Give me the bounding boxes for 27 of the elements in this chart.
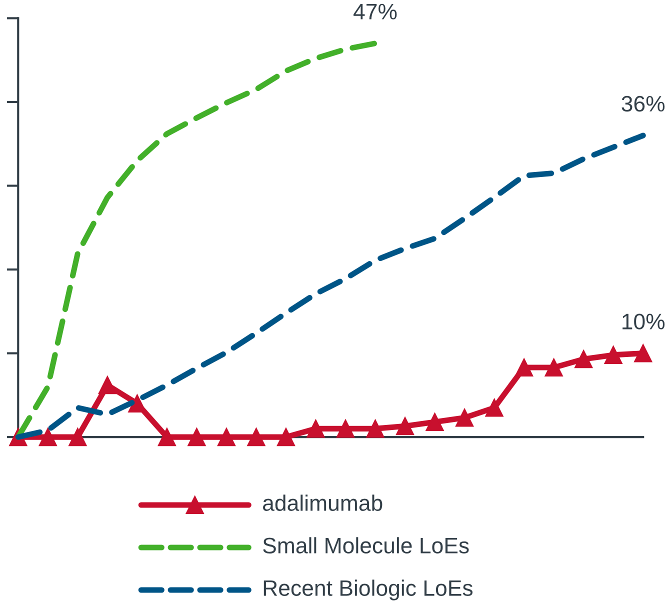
legend-label: Recent Biologic LoEs [264,580,473,600]
point [306,420,325,438]
point [426,412,444,431]
point [98,376,116,394]
point [158,428,176,446]
point [276,428,296,446]
point [336,420,355,438]
point [247,428,266,446]
point [574,350,593,368]
point [128,394,146,413]
legend-label: adalimumab [263,494,382,511]
point [544,358,563,377]
point [68,428,87,446]
point [396,417,414,436]
point [188,428,206,446]
point [38,428,57,446]
data-label: 47% [354,4,397,20]
point [366,420,384,438]
data-label: 36% [622,96,665,112]
point [456,408,474,427]
point [485,398,504,417]
point [515,358,534,377]
legend-label: Small Molecule LoEs [263,537,469,554]
point [604,346,622,364]
point [217,428,236,446]
point [634,344,652,362]
data-label: 10% [622,314,665,330]
